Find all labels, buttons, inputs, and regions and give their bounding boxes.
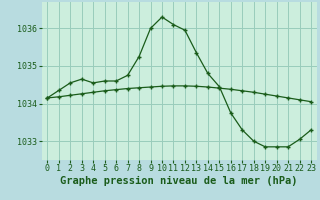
X-axis label: Graphe pression niveau de la mer (hPa): Graphe pression niveau de la mer (hPa) (60, 176, 298, 186)
